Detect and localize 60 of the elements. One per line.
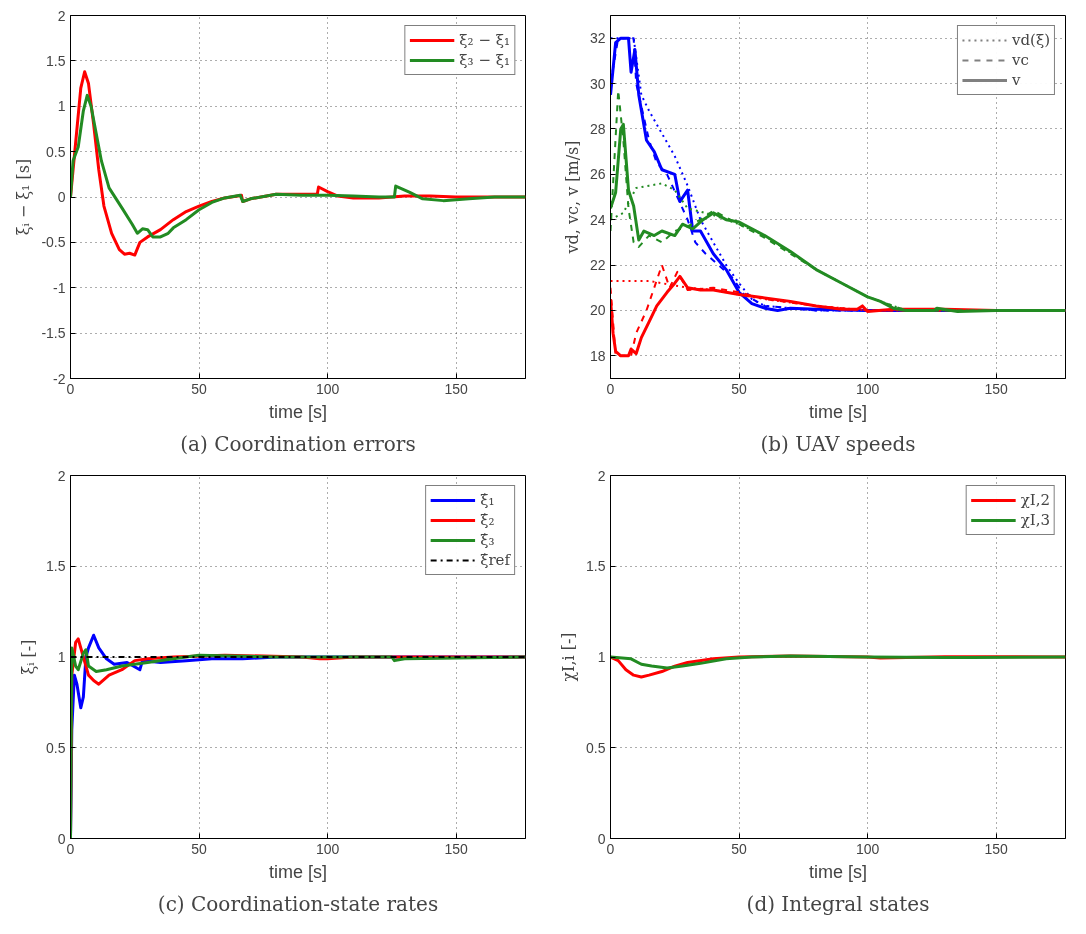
- y-tick-label: 1: [57, 649, 66, 665]
- x-axis-title: time [s]: [269, 861, 328, 882]
- y-tick-label: 2: [57, 7, 66, 24]
- y-tick-label: 1: [597, 649, 606, 665]
- x-tick-label: 50: [191, 380, 208, 397]
- legend-label: vd(ξ): [1011, 31, 1050, 49]
- y-tick-label: 0.5: [46, 143, 66, 160]
- legend-label: ξ̇₂: [480, 511, 496, 529]
- y-tick-label: 30: [589, 75, 606, 92]
- x-axis-title: time [s]: [809, 401, 868, 422]
- legend-label: ξ₃ − ξ₁: [459, 51, 510, 69]
- legend-label: v: [1011, 71, 1022, 89]
- x-tick-label: 150: [444, 840, 468, 857]
- legend-label: vc: [1011, 51, 1030, 69]
- y-axis-title: vd, vc, v [m/s]: [562, 140, 582, 255]
- x-tick-label: 150: [984, 840, 1008, 857]
- text: (c) Coordination-state rates: [157, 891, 439, 916]
- legend-label: ξ₂ − ξ₁: [459, 31, 510, 49]
- y-axis-title: ξᵢ − ξ₁ [s]: [14, 158, 34, 236]
- y-tick-label: 0: [57, 189, 66, 205]
- y-tick-label: 20: [589, 302, 606, 319]
- x-axis-title: time [s]: [269, 401, 328, 422]
- y-tick-label: -0.5: [41, 234, 66, 251]
- y-axis-title: χI,i [-]: [559, 632, 579, 682]
- y-tick-label: 1: [57, 98, 66, 115]
- y-tick-label: 22: [589, 257, 606, 274]
- y-tick-label: 32: [589, 30, 606, 47]
- legend-label: ξ̇₁: [480, 491, 496, 509]
- text: (a) Coordination errors: [180, 431, 416, 456]
- y-tick-label: 1.5: [586, 558, 606, 575]
- text: (b) UAV speeds: [760, 431, 916, 456]
- x-tick-label: 100: [315, 380, 340, 397]
- y-tick-label: 1.5: [46, 558, 66, 575]
- y-tick-label: -1.5: [41, 325, 66, 342]
- x-tick-label: 50: [191, 840, 208, 857]
- x-tick-label: 50: [731, 380, 748, 397]
- y-tick-label: 2: [57, 467, 66, 484]
- y-tick-label: 0.5: [586, 739, 606, 756]
- y-tick-label: 24: [589, 211, 606, 228]
- y-tick-label: 26: [589, 166, 606, 183]
- y-axis-title: ξ̇ᵢ [-]: [19, 639, 39, 675]
- legend-label: ξ̇₃: [480, 531, 496, 549]
- y-tick-label: -1: [53, 279, 66, 296]
- y-tick-label: 2: [597, 467, 606, 484]
- legend-label: χI,2: [1020, 491, 1050, 509]
- x-axis-title: time [s]: [809, 861, 868, 882]
- x-tick-label: 100: [315, 840, 340, 857]
- y-tick-label: -2: [53, 370, 66, 387]
- y-tick-label: 18: [589, 347, 606, 364]
- legend-label: ξ̇ref: [480, 551, 510, 569]
- legend-label: χI,3: [1020, 511, 1050, 529]
- x-tick-label: 150: [984, 380, 1008, 397]
- y-tick-label: 28: [589, 120, 606, 137]
- x-tick-label: 100: [855, 380, 880, 397]
- x-tick-label: 100: [855, 840, 880, 857]
- y-tick-label: 0.5: [46, 739, 66, 756]
- text: (d) Integral states: [746, 891, 930, 916]
- y-tick-label: 1.5: [46, 52, 66, 69]
- x-tick-label: 150: [444, 380, 468, 397]
- x-tick-label: 50: [731, 840, 748, 857]
